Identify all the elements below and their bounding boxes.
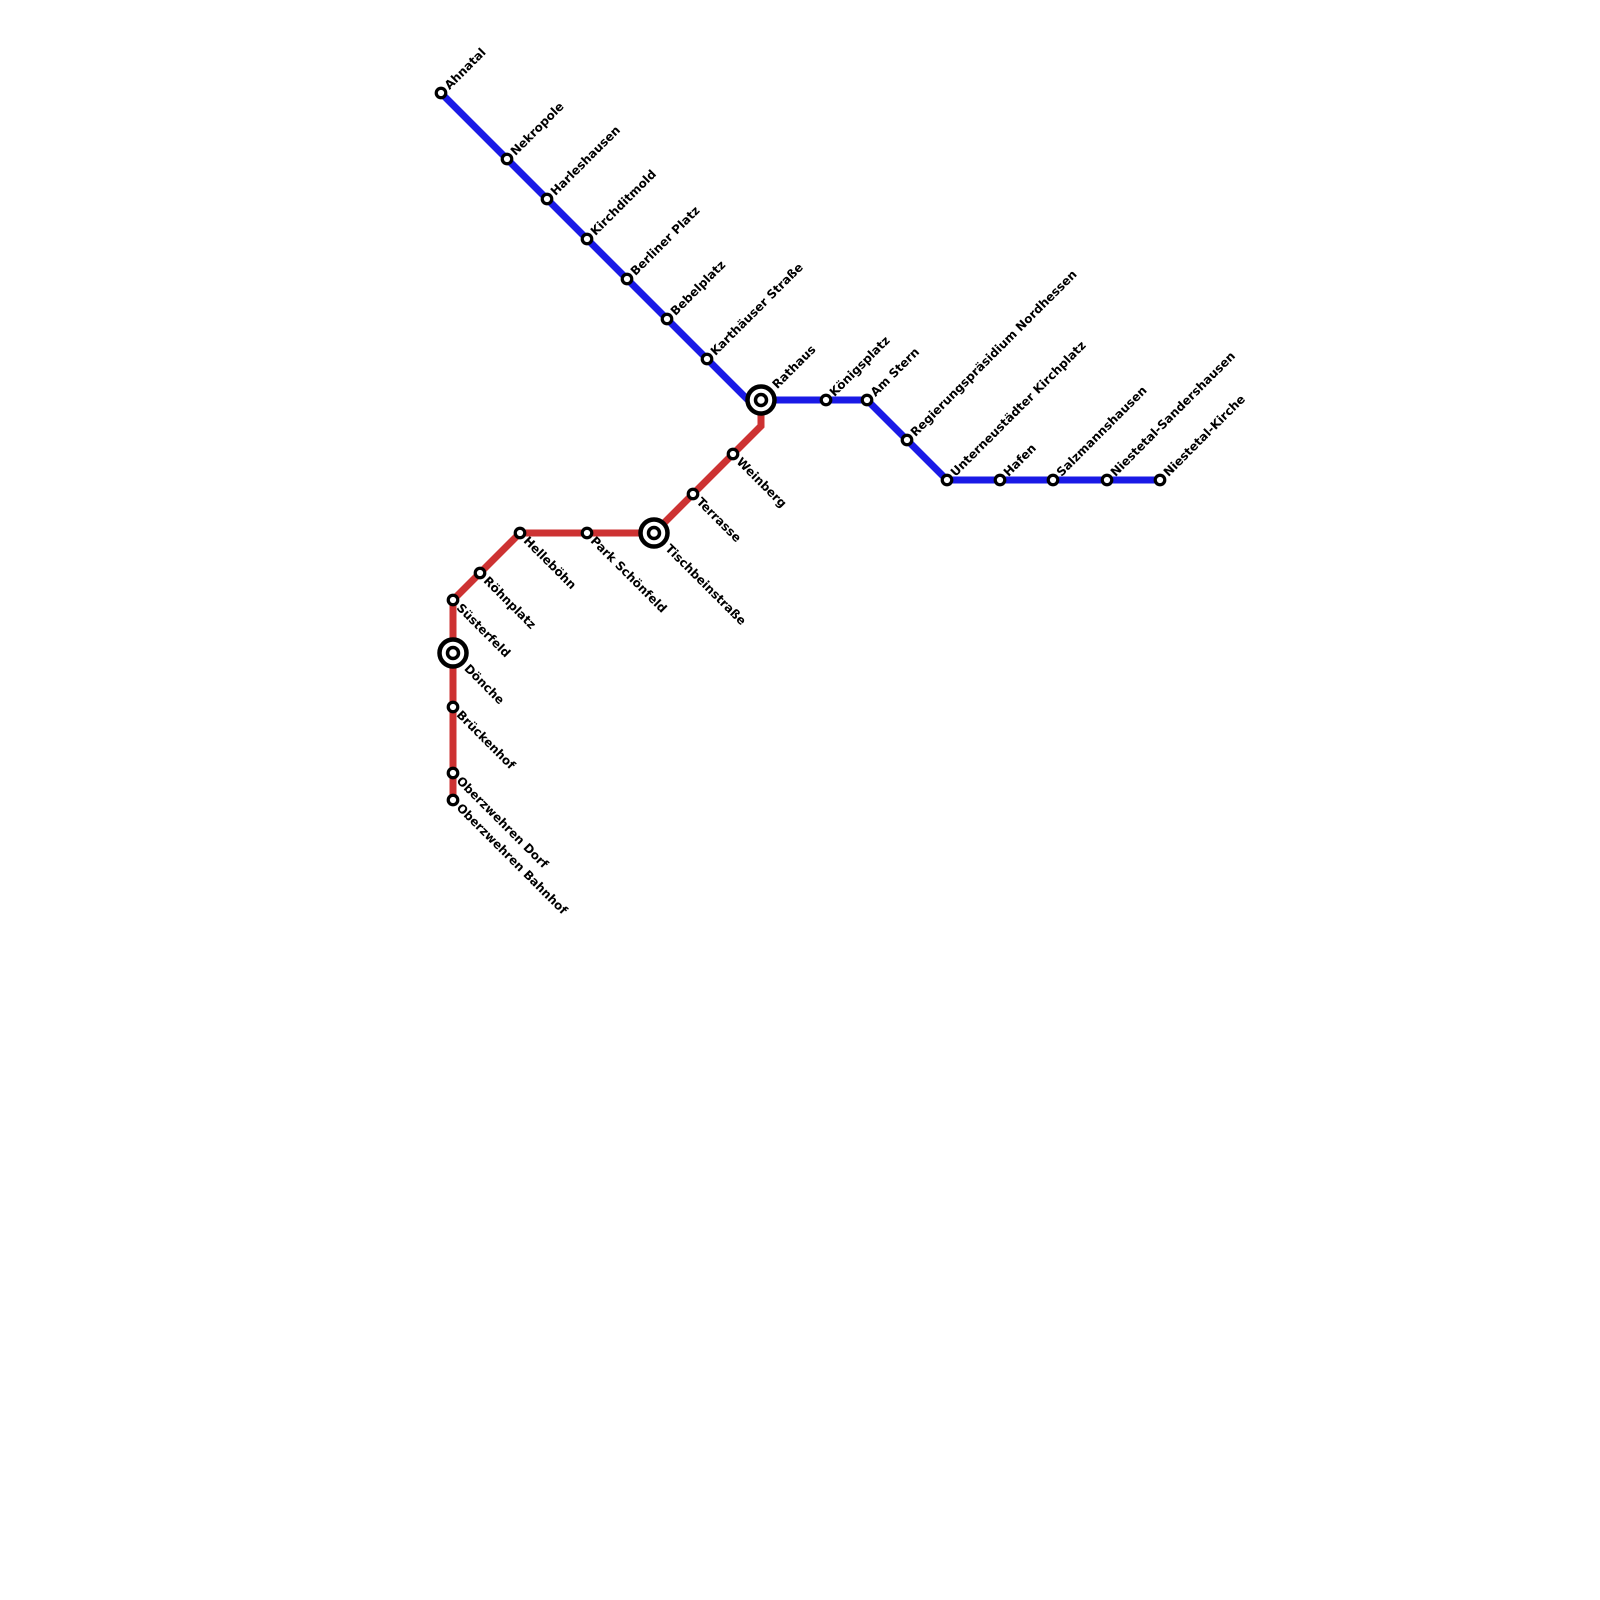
- station-label: Karthäuser Straße: [708, 260, 806, 358]
- station-marker-icon: [620, 272, 634, 286]
- station-marker-icon: [686, 487, 700, 501]
- station-marker-icon: [900, 433, 914, 447]
- station-kirchditmold: Kirchditmold: [580, 167, 659, 246]
- station-marker-icon: [446, 700, 460, 714]
- station-terrasse: Terrasse: [686, 487, 744, 545]
- station-marker-icon: [473, 566, 487, 580]
- station-bruckenhof: Brückenhof: [446, 700, 519, 773]
- station-marker-icon: [860, 393, 874, 407]
- station-label: Rathaus: [769, 342, 818, 391]
- station-marker-icon: [1153, 473, 1167, 487]
- interchange-marker-inner-icon: [646, 525, 662, 541]
- station-marker-icon: [1100, 473, 1114, 487]
- station-marker-icon: [513, 526, 527, 540]
- station-marker-icon: [540, 192, 554, 206]
- station-marker-icon: [500, 152, 514, 166]
- station-marker-icon: [993, 473, 1007, 487]
- station-marker-icon: [1046, 473, 1060, 487]
- station-hellebohn: Helleböhn: [513, 526, 579, 592]
- station-label: Weinberg: [734, 455, 790, 511]
- station-label: Salzmannshausen: [1054, 383, 1150, 479]
- station-marker-icon: [580, 232, 594, 246]
- station-label: Harleshausen: [548, 123, 623, 198]
- station-bebelplatz: Bebelplatz: [660, 258, 729, 326]
- station-label: Oberzwehren Bahnhof: [454, 801, 571, 918]
- station-marker-icon: [940, 473, 954, 487]
- station-label: Röhnplatz: [481, 574, 539, 632]
- station-label: Regierungspräsidium Nordhessen: [908, 267, 1080, 439]
- station-salzmannshausen: Salzmannshausen: [1046, 383, 1150, 487]
- station-label: Hafen: [1001, 441, 1039, 479]
- station-oberzwehren-bahnhof: Oberzwehren Bahnhof: [446, 793, 571, 918]
- station-marker-icon: [726, 447, 740, 461]
- station-label: Nekropole: [508, 99, 567, 158]
- interchange-marker-inner-icon: [445, 645, 461, 661]
- station-marker-icon: [580, 526, 594, 540]
- station-label: Terrasse: [694, 495, 744, 545]
- station-nekropole: Nekropole: [500, 99, 567, 166]
- station-niestetal-kirche: Niestetal-Kirche: [1153, 392, 1248, 487]
- station-label: Tischbeinstraße: [662, 541, 748, 627]
- station-label: Berliner Platz: [628, 203, 703, 278]
- station-harleshausen: Harleshausen: [540, 123, 623, 206]
- station-marker-icon: [446, 793, 460, 807]
- station-marker-icon: [819, 393, 833, 407]
- station-marker-icon: [700, 352, 714, 366]
- station-marker-icon: [434, 86, 448, 100]
- station-label: Kirchditmold: [588, 167, 659, 238]
- station-marker-icon: [660, 312, 674, 326]
- station-label: Helleböhn: [521, 534, 579, 592]
- interchange-marker-inner-icon: [753, 392, 769, 408]
- station-label: Brückenhof: [454, 708, 519, 773]
- station-marker-icon: [446, 593, 460, 607]
- station-weinberg: Weinberg: [726, 447, 790, 511]
- station-regierungsprasidium-nordhessen: Regierungspräsidium Nordhessen: [900, 267, 1080, 447]
- station-label: Ahnatal: [442, 45, 489, 92]
- station-ahnatal: Ahnatal: [434, 45, 489, 100]
- station-label: Bebelplatz: [668, 258, 729, 319]
- station-berliner-platz: Berliner Platz: [620, 203, 703, 286]
- station-marker-icon: [446, 766, 460, 780]
- station-label: Dönche: [461, 661, 507, 707]
